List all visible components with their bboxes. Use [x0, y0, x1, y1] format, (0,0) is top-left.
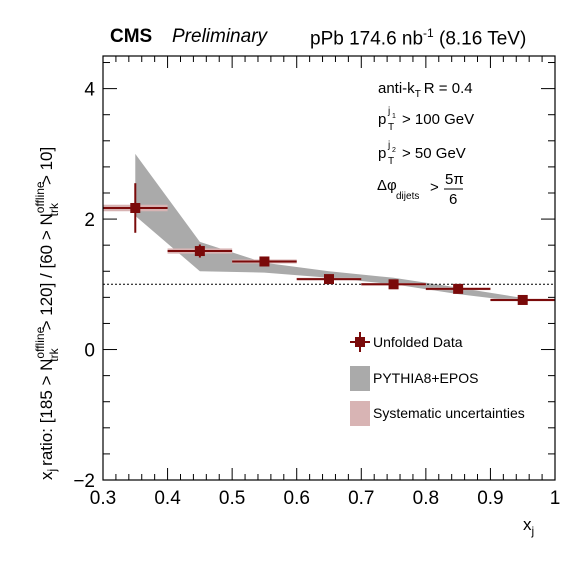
mc-band: [135, 153, 523, 302]
data-point: [103, 183, 168, 233]
cut2-supsub: 2: [392, 147, 396, 154]
cut2-sub: T: [388, 156, 394, 167]
legend-data-marker: [350, 332, 370, 352]
data-point: [361, 279, 426, 290]
data-marker: [194, 246, 205, 257]
mc-band-layer: [135, 153, 523, 302]
y-tick-label: −2: [73, 471, 95, 492]
legend: Unfolded Data PYTHIA8+EPOS Systematic un…: [350, 332, 525, 426]
cut1-main: p: [378, 111, 386, 128]
x-tick-label: 0.6: [284, 488, 310, 509]
plot-frame: [102, 55, 556, 481]
legend-data-square: [355, 337, 365, 347]
dataset-prefix: pPb 174.6 nb: [310, 28, 424, 50]
tick-layer: 0.3 0.4 0.5 0.6 0.7 0.8 0.9 1 −2 0 2 4: [73, 56, 560, 509]
cut1-sup: j: [387, 106, 390, 117]
x-tick-label: 0.3: [90, 488, 116, 509]
dphi-gt: >: [430, 179, 439, 196]
legend-syst-label: Systematic uncertainties: [373, 405, 525, 421]
dataset-suffix: (8.16 TeV): [439, 28, 527, 50]
y-tick-label: 4: [84, 80, 95, 101]
cut2-rest: > 50 GeV: [402, 145, 466, 162]
data-marker: [517, 294, 528, 305]
x-tick-label: 0.9: [477, 488, 503, 509]
cut1-rest: > 100 GeV: [402, 111, 474, 128]
cut1-supsub: 1: [392, 113, 396, 120]
dphi-main: Δφ: [377, 177, 397, 194]
annotations: anti-kT R = 0.4 p j 1 T > 100 GeV p j 2 T…: [377, 80, 474, 208]
x-tick-label: 0.4: [154, 488, 181, 509]
data-marker: [388, 279, 399, 290]
cut1-sub: T: [388, 122, 394, 133]
data-point: [296, 274, 362, 285]
dphi-num: 5π: [445, 171, 464, 188]
x-tick-label: 0.7: [348, 488, 374, 509]
y-tick-label: 0: [84, 341, 95, 362]
dataset-sup: -1: [423, 26, 434, 40]
dphi-den: 6: [449, 191, 457, 208]
x-tick-label: 0.5: [219, 488, 245, 509]
legend-mc-label: PYTHIA8+EPOS: [373, 370, 478, 386]
data-marker: [453, 283, 464, 294]
data-point: [425, 283, 491, 294]
cut2-sup: j: [387, 140, 390, 151]
legend-syst-swatch: [350, 401, 370, 426]
y-axis-title: xjratio: [185 > Nofflinetrk> 120] / [60 …: [33, 147, 61, 480]
svg-text:xjratio: [185 > Nofflinetrk> 1: xjratio: [185 > Nofflinetrk> 120] / [60 …: [33, 147, 61, 480]
data-marker: [324, 274, 334, 285]
status-label: Preliminary: [172, 26, 268, 47]
data-point: [167, 244, 233, 258]
data-point: [490, 294, 555, 305]
cut2-main: p: [378, 145, 386, 162]
data-layer: [103, 183, 555, 305]
y-tick-label: 2: [84, 210, 95, 231]
x-axis-title: xj: [523, 515, 534, 538]
data-marker: [259, 256, 270, 267]
data-marker: [130, 202, 141, 213]
x-tick-label: 1: [550, 488, 561, 509]
experiment-label: CMS: [110, 26, 153, 47]
data-point: [232, 256, 297, 267]
dphi-sub: dijets: [396, 191, 419, 202]
algo-text: anti-kT R = 0.4: [378, 80, 473, 100]
legend-data-label: Unfolded Data: [373, 334, 463, 350]
x-tick-label: 0.8: [413, 488, 439, 509]
legend-mc-swatch: [350, 366, 370, 391]
dataset-label: pPb 174.6 nb-1 (8.16 TeV): [310, 26, 526, 50]
